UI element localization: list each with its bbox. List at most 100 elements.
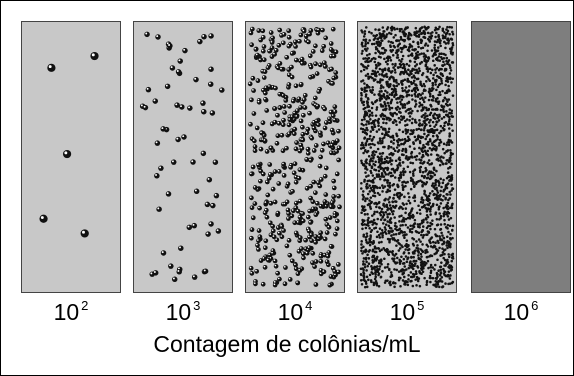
colony	[281, 148, 286, 153]
colony	[172, 277, 177, 282]
colony	[448, 98, 451, 101]
colony	[446, 211, 449, 214]
colony-highlight	[291, 115, 293, 117]
colony	[390, 163, 393, 166]
colony	[380, 175, 383, 178]
colony	[381, 208, 384, 211]
colony	[393, 206, 396, 209]
colony	[447, 215, 450, 218]
colony	[431, 108, 434, 111]
colony	[366, 67, 369, 70]
colony	[282, 32, 287, 37]
colony-highlight	[299, 200, 301, 202]
colony-highlight	[288, 73, 290, 75]
colony	[321, 44, 326, 49]
colony	[440, 186, 443, 189]
colony	[367, 65, 370, 68]
colony	[331, 179, 336, 184]
colony	[410, 188, 413, 191]
colony	[370, 122, 373, 125]
colony	[388, 253, 391, 256]
colony	[423, 101, 426, 104]
colony-highlight	[156, 141, 158, 143]
colony	[277, 169, 282, 174]
colony	[323, 126, 328, 131]
colony	[378, 36, 381, 39]
colony	[300, 138, 305, 143]
colony	[360, 70, 363, 73]
colony	[387, 40, 390, 43]
colony	[262, 44, 267, 49]
colony-highlight	[188, 226, 190, 228]
colony-highlight	[41, 216, 44, 219]
colony	[426, 281, 429, 284]
colony	[427, 59, 430, 62]
colony	[331, 27, 336, 32]
colony-highlight	[305, 35, 307, 37]
colony	[396, 101, 399, 104]
colony-highlight	[325, 223, 327, 225]
colony	[306, 215, 311, 220]
colony	[379, 52, 382, 55]
colony	[429, 222, 432, 225]
colony	[404, 89, 407, 92]
colony	[434, 264, 437, 267]
colony	[298, 235, 303, 240]
colony	[445, 110, 448, 113]
colony	[361, 162, 364, 165]
colony	[383, 95, 386, 98]
colony	[431, 175, 434, 178]
colony	[301, 219, 306, 224]
colony-highlight	[319, 131, 321, 133]
colony	[415, 270, 418, 273]
colony-highlight	[274, 170, 276, 172]
colony	[368, 122, 371, 125]
colony	[251, 215, 256, 220]
colony	[408, 80, 411, 83]
colony	[415, 181, 418, 184]
colony	[249, 42, 254, 47]
colony	[395, 233, 398, 236]
colony-highlight	[311, 261, 313, 263]
colony	[407, 78, 410, 81]
colony-highlight	[268, 163, 270, 165]
colony-highlight	[141, 104, 143, 106]
colony	[379, 178, 382, 181]
colony	[388, 106, 391, 109]
colony	[360, 144, 363, 147]
colony	[390, 59, 393, 62]
colony-highlight	[323, 200, 325, 202]
colony	[366, 84, 369, 87]
colony	[364, 251, 367, 254]
colony	[311, 49, 316, 54]
colony-highlight	[257, 239, 259, 241]
colony	[261, 35, 266, 40]
colony	[410, 280, 413, 283]
colony	[402, 90, 405, 93]
colony	[378, 241, 381, 244]
colony	[439, 42, 442, 45]
colony-highlight	[334, 71, 336, 73]
colony	[449, 237, 452, 240]
colony	[403, 276, 406, 279]
colony	[419, 169, 422, 172]
colony	[333, 232, 338, 237]
colony	[409, 224, 412, 227]
colony	[398, 129, 401, 132]
colony	[329, 41, 334, 46]
colony-highlight	[202, 110, 204, 112]
colony	[181, 134, 186, 139]
colony	[365, 142, 368, 145]
colony	[435, 89, 438, 92]
colony	[386, 179, 389, 182]
colony-highlight	[274, 87, 276, 89]
colony	[367, 193, 370, 196]
colony	[263, 245, 268, 250]
colony	[369, 146, 372, 149]
colony-highlight	[155, 174, 157, 176]
colony	[402, 202, 405, 205]
colony	[365, 158, 368, 161]
colony	[394, 200, 397, 203]
colony	[395, 269, 398, 272]
colony-highlight	[263, 58, 265, 60]
